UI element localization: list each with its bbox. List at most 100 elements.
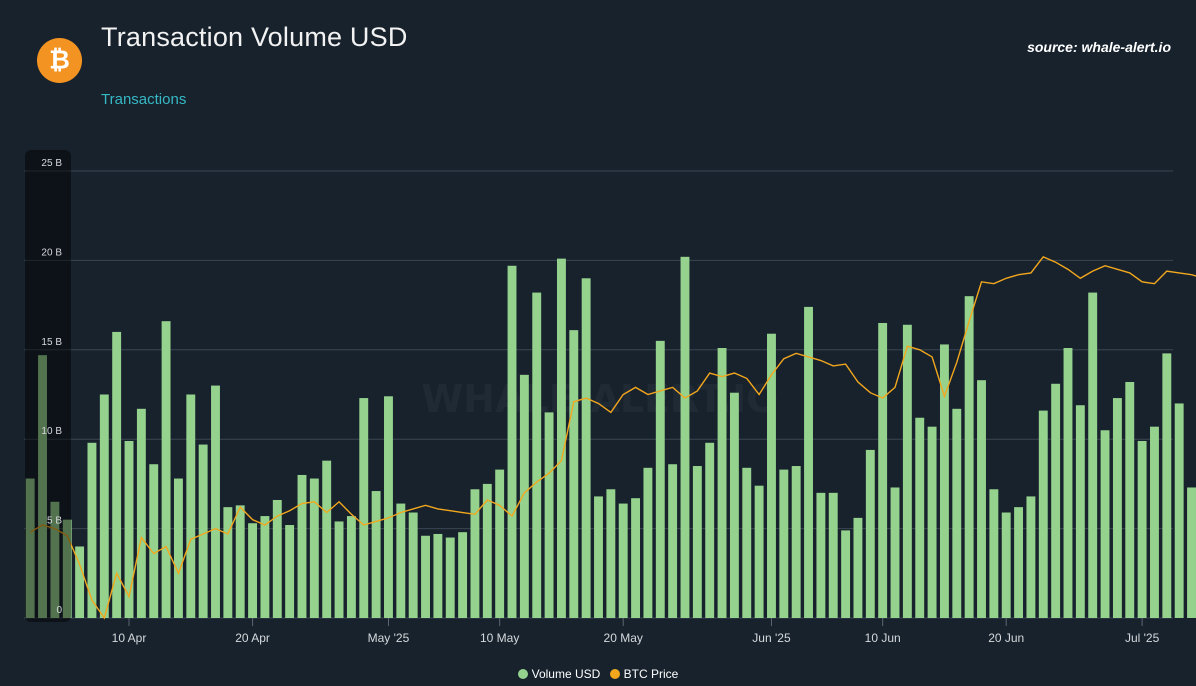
- volume-bar: [359, 398, 369, 618]
- volume-bar: [668, 464, 678, 618]
- x-tick-label: Jul '25: [1125, 631, 1160, 645]
- volume-bar: [346, 516, 356, 618]
- volume-bar: [260, 516, 270, 618]
- volume-bar: [927, 426, 937, 618]
- bitcoin-icon: ₿: [36, 37, 83, 84]
- y-tick-label: 20 B: [41, 247, 62, 258]
- volume-bar: [1001, 512, 1011, 618]
- volume-bar: [556, 258, 566, 618]
- volume-bar: [161, 321, 171, 618]
- volume-bar: [235, 505, 245, 618]
- volume-bar: [309, 478, 319, 618]
- volume-bar: [297, 474, 307, 618]
- volume-bar: [75, 546, 85, 618]
- volume-bar: [631, 498, 641, 618]
- x-tick-label: 10 Jun: [865, 631, 901, 645]
- volume-bar: [334, 521, 344, 618]
- volume-bar: [816, 492, 826, 618]
- volume-bar: [173, 478, 183, 618]
- volume-bar: [828, 492, 838, 618]
- volume-bar: [149, 464, 159, 618]
- volume-bar: [211, 385, 220, 618]
- volume-bar: [754, 485, 764, 618]
- volume-bar: [544, 412, 554, 618]
- volume-bar: [1014, 507, 1024, 618]
- x-axis: 10 Apr 20 Apr May '25 10 May 20 May Jun '25 10…: [112, 618, 1160, 645]
- volume-bar: [198, 444, 208, 618]
- volume-bar: [952, 408, 962, 618]
- volume-bar: [865, 449, 875, 618]
- volume-bar: [25, 478, 35, 618]
- chart[interactable]: WHALE-ALERT.IO 05 B10 B15 B20 B25 B 10 A…: [0, 0, 1196, 660]
- source-credit: source: whale-alert.io: [1027, 39, 1171, 55]
- volume-bar: [519, 374, 529, 618]
- volume-bar: [371, 491, 381, 618]
- navigator-shade[interactable]: [25, 150, 71, 622]
- volume-bar: [1026, 496, 1036, 618]
- x-tick-label: 10 Apr: [112, 631, 147, 645]
- volume-bar: [779, 469, 789, 618]
- volume-bar: [532, 292, 542, 618]
- legend-item-btc-price[interactable]: BTC Price: [609, 667, 679, 681]
- volume-bar: [285, 525, 295, 618]
- bitcoin-symbol: ₿: [49, 45, 70, 75]
- legend-label-volume: Volume USD: [531, 667, 601, 681]
- volume-bar: [767, 333, 776, 618]
- volume-bars: [25, 256, 1196, 618]
- volume-bar: [841, 530, 851, 618]
- legend-dot-volume: [517, 669, 528, 679]
- volume-bar: [878, 322, 888, 618]
- volume-bar: [705, 442, 715, 618]
- volume-bar: [445, 537, 455, 618]
- volume-bar: [433, 533, 443, 618]
- volume-bar: [384, 396, 393, 618]
- volume-bar: [99, 394, 109, 618]
- volume-bar: [606, 489, 616, 618]
- volume-bar: [470, 489, 480, 618]
- volume-bar: [408, 512, 418, 618]
- volume-bar: [1137, 440, 1147, 618]
- volume-bar: [655, 340, 665, 618]
- legend-label-btc-price: BTC Price: [623, 667, 679, 681]
- legend-dot-btc-price: [609, 669, 620, 679]
- volume-bar: [1088, 292, 1098, 618]
- volume-bar: [964, 296, 974, 618]
- volume-bar: [569, 330, 579, 618]
- volume-bar: [594, 496, 603, 618]
- volume-bar: [248, 523, 258, 618]
- volume-bar: [396, 503, 406, 618]
- y-tick-label: 10 B: [41, 426, 62, 437]
- volume-bar: [1075, 405, 1085, 618]
- volume-bar: [581, 278, 591, 618]
- volume-bar: [1125, 381, 1135, 618]
- volume-bar: [1100, 430, 1110, 618]
- x-tick-label: Jun '25: [752, 631, 791, 645]
- y-tick-label: 5 B: [47, 516, 62, 527]
- volume-bar: [186, 394, 196, 618]
- volume-bar: [38, 355, 47, 618]
- chart-subtitle: Transactions: [101, 91, 187, 108]
- volume-bar: [890, 487, 900, 618]
- y-tick-label: 0: [56, 605, 62, 616]
- legend-item-volume[interactable]: Volume USD: [517, 667, 601, 681]
- volume-bar: [50, 501, 60, 618]
- volume-bar: [977, 380, 986, 618]
- volume-bar: [272, 499, 282, 618]
- volume-bar: [482, 483, 492, 618]
- btc-price-line: [29, 255, 1196, 620]
- volume-bar: [853, 517, 863, 618]
- volume-bar: [62, 519, 72, 618]
- y-tick-label: 25 B: [41, 158, 62, 169]
- volume-bar: [458, 532, 468, 618]
- volume-bar: [680, 256, 690, 618]
- volume-bar: [643, 467, 653, 618]
- volume-bar: [1038, 410, 1048, 618]
- volume-bar: [915, 417, 925, 618]
- legend: Volume USD BTC Price: [0, 667, 1196, 682]
- x-tick-label: 20 Apr: [235, 631, 270, 645]
- volume-bar: [804, 306, 813, 618]
- volume-bar: [112, 331, 122, 618]
- volume-bar: [1063, 348, 1073, 618]
- volume-bar: [692, 466, 702, 618]
- volume-bar: [618, 503, 628, 618]
